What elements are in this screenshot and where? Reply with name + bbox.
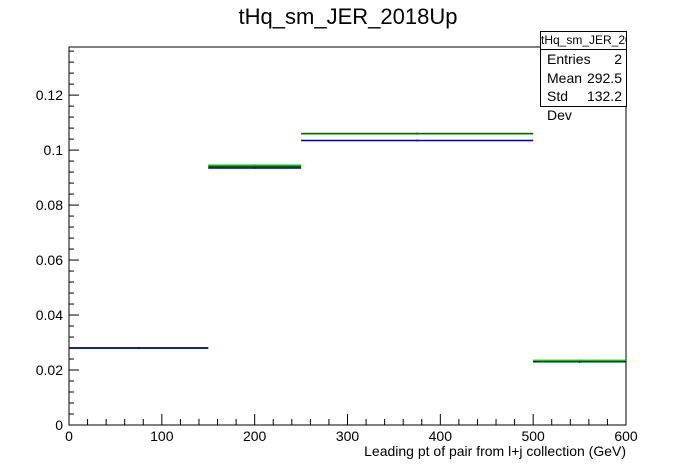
y-tick-label: 0.08	[36, 197, 63, 213]
stats-stddev-value: 132.2	[586, 88, 622, 104]
y-tick-label: 0.1	[44, 142, 64, 158]
x-tick-label: 300	[336, 428, 360, 444]
y-tick-label: 0	[55, 417, 63, 433]
histogram-series	[69, 132, 626, 363]
x-tick-label: 400	[429, 428, 453, 444]
stats-entries-value: 2	[614, 51, 622, 67]
stats-mean-label: Mean	[547, 69, 583, 86]
x-tick-label: 0	[65, 428, 73, 444]
x-tick-label: 200	[243, 428, 267, 444]
histogram-series-0	[69, 132, 626, 362]
histogram-series-2	[69, 139, 626, 363]
y-tick-label: 0.04	[36, 307, 63, 323]
y-tick-label: 0.12	[36, 87, 63, 103]
stats-mean-value: 292.5	[586, 69, 622, 86]
stats-row-entries: Entries 2	[541, 50, 626, 69]
y-axis: 0 0.02 0.04 0.06 0.08 0.1 0.12	[36, 50, 79, 433]
x-tick-label: 100	[150, 428, 174, 444]
chart-title: tHq_sm_JER_2018Up	[239, 4, 458, 29]
stats-entries-label: Entries	[547, 51, 591, 67]
x-axis: 0 100 200 300 400 500 600	[65, 414, 638, 444]
x-tick-label: 600	[614, 428, 638, 444]
y-tick-label: 0.06	[36, 252, 63, 268]
x-tick-label: 500	[521, 428, 545, 444]
stats-box: tHq_sm_JER_2018Up Entries 2 Mean 292.5 S…	[540, 31, 627, 123]
x-axis-label: Leading pt of pair from l+j collection (…	[364, 443, 626, 459]
stats-row-mean: Mean 292.5	[541, 69, 626, 88]
stats-stddev-label: Std Dev	[547, 88, 572, 123]
histogram-series-1	[69, 132, 626, 363]
y-tick-label: 0.02	[36, 362, 63, 378]
stats-title: tHq_sm_JER_2018Up	[541, 32, 626, 50]
stats-row-stddev: Std Dev 132.2	[541, 87, 626, 123]
